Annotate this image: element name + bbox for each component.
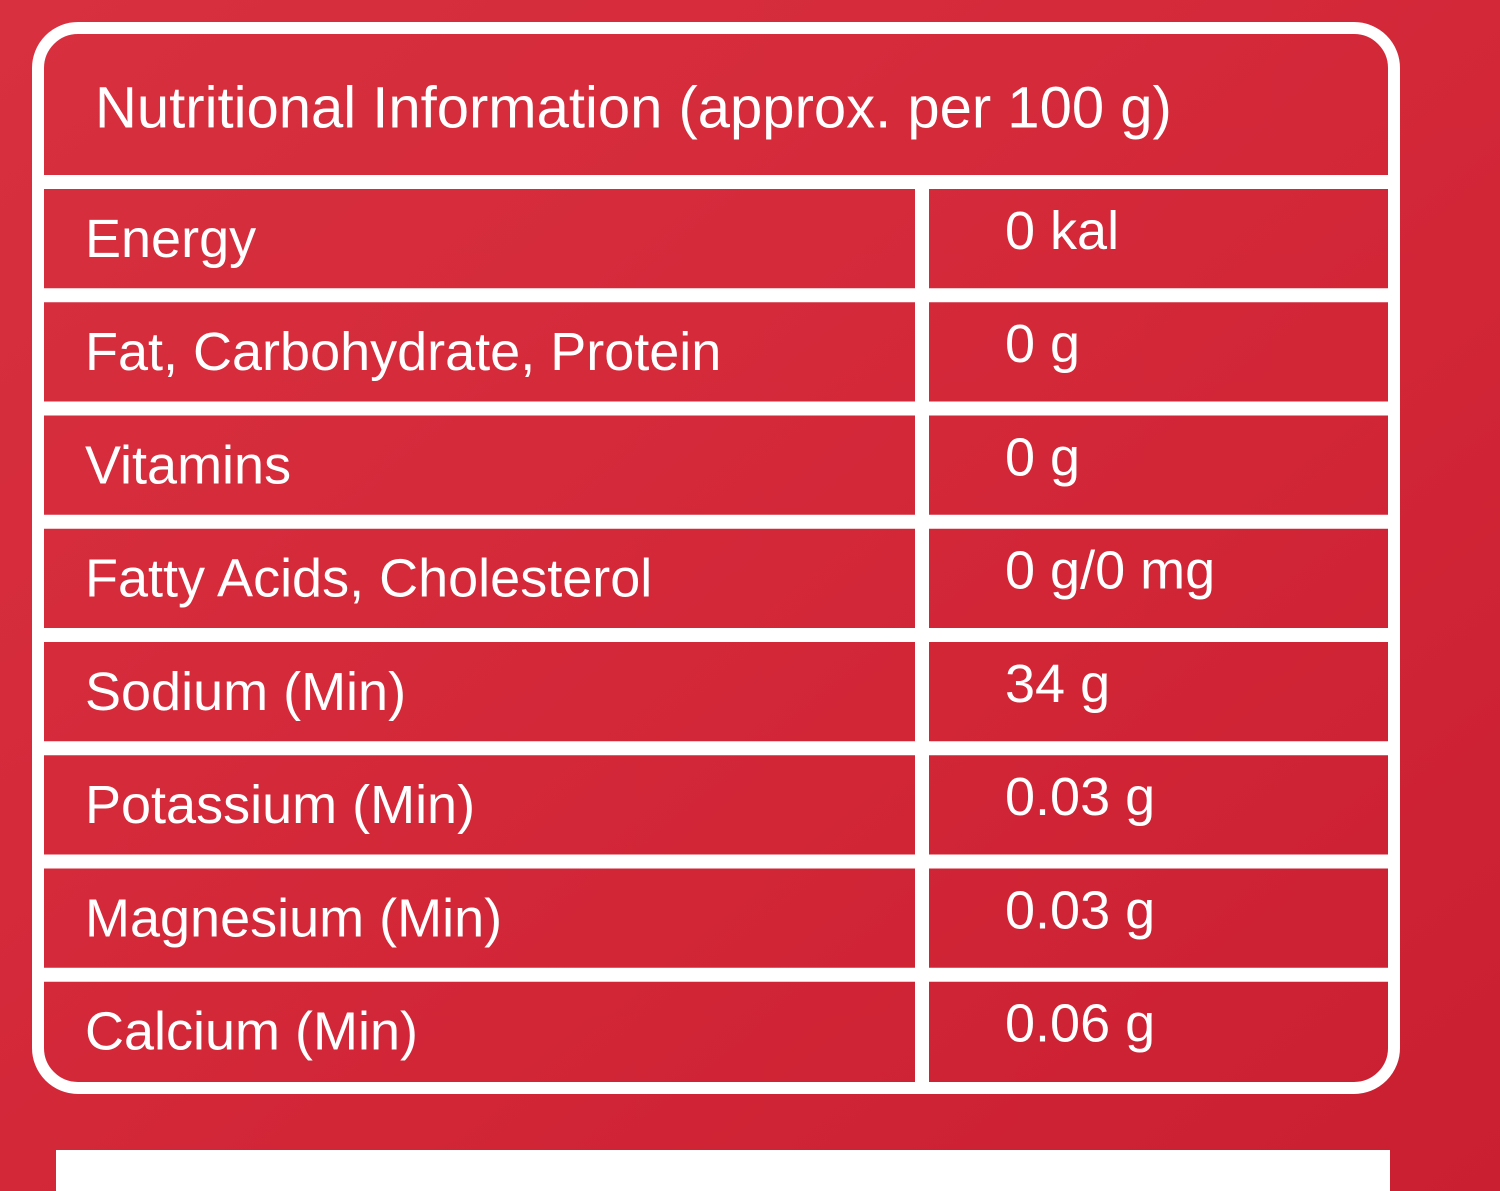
table-body: Energy 0 kal Fat, Carbohydrate, Protein 0 g… xyxy=(38,175,1394,1088)
table-title: Nutritional Information (approx. per 100… xyxy=(95,75,1172,140)
nutrient-name: Potassium (Min) xyxy=(85,775,475,835)
nutrient-name: Calcium (Min) xyxy=(85,1002,418,1062)
nutrient-value: 0 g/0 mg xyxy=(1005,541,1215,601)
bottom-strip xyxy=(56,1150,1390,1191)
nutrient-value: 34 g xyxy=(1005,654,1110,714)
nutrient-name: Fat, Carbohydrate, Protein xyxy=(85,322,721,382)
nutrient-value: 0 kal xyxy=(1005,201,1119,261)
nutrient-value: 0.06 g xyxy=(1005,994,1155,1054)
nutrient-value: 0.03 g xyxy=(1005,767,1155,827)
nutrient-name: Fatty Acids, Cholesterol xyxy=(85,549,652,609)
table-border xyxy=(32,22,1400,1094)
nutrient-name: Energy xyxy=(85,209,256,269)
nutrient-value: 0 g xyxy=(1005,314,1080,374)
nutrient-name: Vitamins xyxy=(85,435,291,495)
nutrient-value: 0.03 g xyxy=(1005,880,1155,940)
nutrient-value: 0 g xyxy=(1005,427,1080,487)
nutrient-name: Sodium (Min) xyxy=(85,662,406,722)
nutrient-name: Magnesium (Min) xyxy=(85,888,502,948)
